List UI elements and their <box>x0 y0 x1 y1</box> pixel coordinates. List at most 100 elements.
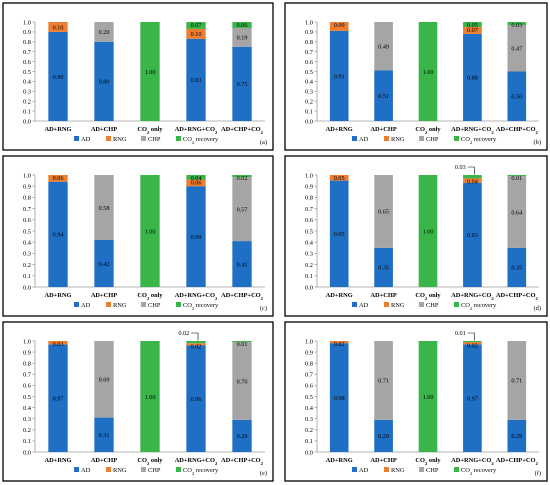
y-tick-label: 0.1 <box>23 108 31 115</box>
category-label: AD+RNG <box>44 292 71 299</box>
data-label: 0.29 <box>237 433 248 440</box>
bar-chp-5 <box>507 341 527 420</box>
data-label: 0.70 <box>237 378 248 385</box>
chart-panel-f: 0.0 0.1 0.2 0.3 0.4 0.5 0.6 0.7 0.8 0.9 1.0 0.98 0.0… <box>284 321 548 482</box>
panel-frame <box>284 321 548 482</box>
category-label: CO2 only <box>137 292 163 301</box>
data-label: 0.51 <box>378 93 389 100</box>
y-tick-label: 0.4 <box>23 405 32 412</box>
data-label: 0.42 <box>99 261 110 268</box>
data-label: 0.29 <box>511 433 522 440</box>
panel-label: (d) <box>534 305 541 312</box>
data-label: 0.03 <box>53 341 64 348</box>
bar-chp-5 <box>232 177 252 242</box>
y-tick-label: 0.6 <box>305 217 313 224</box>
y-tick-label: 0.1 <box>23 273 31 280</box>
category-label: CO2 only <box>415 457 441 466</box>
bar-co2-recovery-4 <box>186 341 206 344</box>
legend-swatch-chp <box>419 302 424 307</box>
y-tick-label: 0.3 <box>23 416 31 423</box>
legend-swatch-chp <box>141 302 146 307</box>
y-tick-label: 0.4 <box>23 79 32 86</box>
y-tick-label: 0.0 <box>23 449 31 456</box>
panel-label: (c) <box>260 305 267 312</box>
panel-frame <box>2 155 274 317</box>
bar-ad-5 <box>232 46 252 121</box>
category-label: AD+RNG <box>44 126 71 133</box>
data-label: 0.07 <box>191 22 202 29</box>
bar-rng-1 <box>329 175 349 181</box>
category-label: AD+CHP <box>91 292 117 299</box>
y-tick-label: 0.7 <box>23 49 32 56</box>
data-label: 0.58 <box>99 205 110 212</box>
legend-label: AD <box>81 467 91 474</box>
data-label: 1.00 <box>145 69 156 76</box>
legend-label: CHP <box>426 136 439 143</box>
y-tick-label: 0.9 <box>23 184 31 191</box>
category-label: AD+CHP+CO2 <box>221 292 264 301</box>
bar-rng-4 <box>463 342 482 345</box>
legend-swatch-ad <box>74 302 79 307</box>
legend-label: AD <box>81 136 91 143</box>
legend-swatch-co2-recovery <box>454 136 459 141</box>
bar-chp-2 <box>374 341 393 420</box>
category-label: AD+CHP+CO2 <box>221 457 264 466</box>
chart-panel-b: 0.0 0.1 0.2 0.3 0.4 0.5 0.6 0.7 0.8 0.9 1.0 0.91 0.0… <box>284 2 548 151</box>
category-label: AD+CHP <box>91 126 117 133</box>
legend-swatch-co2-recovery <box>454 467 459 472</box>
data-label: 1.00 <box>423 69 434 76</box>
bar-co2-recovery-4 <box>463 341 482 343</box>
legend-swatch-chp <box>419 136 424 141</box>
chart-panel-e: 0.0 0.1 0.2 0.3 0.4 0.5 0.6 0.7 0.8 0.9 1.0 0.97 0.0… <box>2 321 274 482</box>
y-tick-label: 0.2 <box>305 427 313 434</box>
category-label: AD+RNG <box>326 292 353 299</box>
legend-label: CO2 recovery <box>461 136 497 145</box>
y-tick-label: 0.5 <box>23 69 31 76</box>
y-tick-label: 0.6 <box>305 383 313 390</box>
legend-label: CHP <box>148 467 161 474</box>
bar-ad-2 <box>94 41 114 121</box>
data-label: 0.35 <box>378 265 389 272</box>
legend-label: CO2 recovery <box>461 302 497 311</box>
legend-swatch-co2-recovery <box>176 467 181 472</box>
data-label: 0.03 <box>511 22 522 29</box>
bar-ad-5 <box>232 419 252 452</box>
data-label: 0.97 <box>467 395 478 402</box>
panel-frame <box>284 2 548 151</box>
bar-co2-recovery-4 <box>186 175 206 180</box>
data-label: 1.00 <box>145 394 156 401</box>
data-label: 0.88 <box>467 75 478 82</box>
bar-co2-recovery-3 <box>140 22 160 121</box>
category-label: AD+CHP <box>370 126 396 133</box>
bar-ad-4 <box>463 33 482 121</box>
data-label: 0.02 <box>334 341 345 348</box>
bar-ad-4 <box>186 345 206 452</box>
y-tick-label: 0.3 <box>305 251 313 258</box>
bar-ad-5 <box>507 71 527 121</box>
y-tick-label: 0.5 <box>305 228 313 235</box>
bar-ad-1 <box>329 343 349 452</box>
category-label: AD+CHP <box>370 292 396 299</box>
category-label: AD+CHP+CO2 <box>496 457 539 466</box>
y-tick-label: 0.7 <box>305 372 314 379</box>
callout-label: 0.03 <box>455 164 466 171</box>
legend-label: RNG <box>113 302 127 309</box>
legend-label: CO2 recovery <box>461 467 497 476</box>
bar-co2-recovery-3 <box>418 22 438 121</box>
category-label: AD+CHP+CO2 <box>221 126 264 135</box>
data-label: 0.06 <box>237 22 248 29</box>
bar-co2-recovery-4 <box>186 22 206 29</box>
y-tick-label: 0.1 <box>305 108 313 115</box>
legend-swatch-rng <box>106 136 111 141</box>
bar-co2-recovery-3 <box>140 341 160 452</box>
y-tick-label: 0.5 <box>305 69 313 76</box>
y-tick-label: 0.2 <box>305 99 313 106</box>
data-label: 0.94 <box>53 232 64 239</box>
data-label: 0.91 <box>334 73 345 80</box>
bar-co2-recovery-3 <box>418 175 438 287</box>
legend-label: CHP <box>148 302 161 309</box>
data-label: 0.90 <box>191 234 202 241</box>
data-label: 0.10 <box>191 31 202 38</box>
panel-frame <box>2 2 274 151</box>
